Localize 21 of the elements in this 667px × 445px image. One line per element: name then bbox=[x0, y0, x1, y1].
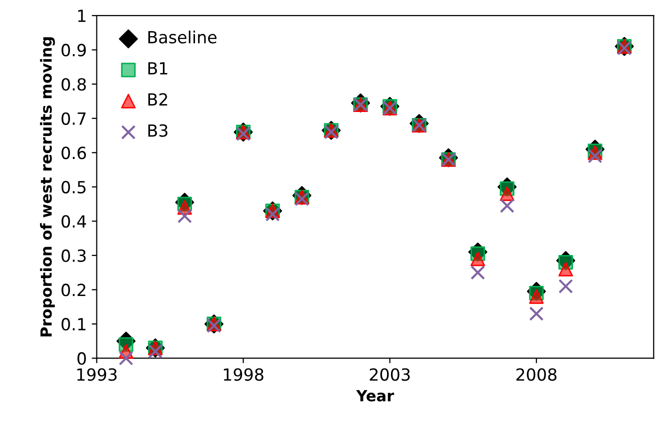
y-tick-label: 0.4 bbox=[62, 215, 86, 228]
legend-label: B3 bbox=[148, 124, 168, 137]
y-tick-label: 0.9 bbox=[62, 44, 86, 56]
x-tick-label: 2003 bbox=[370, 368, 410, 381]
y-tick-label: 1 bbox=[78, 10, 86, 22]
y-tick-label: 0.7 bbox=[62, 112, 86, 125]
y-tick-label: 0 bbox=[77, 352, 86, 365]
x-tick-label: 1998 bbox=[224, 368, 264, 381]
y-axis-title: Proportion of west recruits moving bbox=[40, 37, 55, 336]
legend-label: B2 bbox=[148, 93, 168, 106]
y-tick-label: 0.6 bbox=[62, 146, 86, 160]
y-tick-label: 0.3 bbox=[62, 249, 86, 262]
legend-label: Baseline bbox=[148, 30, 216, 44]
x-tick-label: 2008 bbox=[516, 368, 556, 381]
y-tick-label: 0.2 bbox=[62, 284, 86, 296]
y-tick-label: 0.5 bbox=[62, 180, 86, 194]
x-tick-label: 1993 bbox=[77, 368, 117, 381]
x-axis-title: Year bbox=[356, 390, 394, 402]
legend-label: B1 bbox=[148, 62, 168, 74]
y-tick-label: 0.8 bbox=[62, 78, 86, 91]
y-tick-label: 0.1 bbox=[62, 318, 86, 331]
